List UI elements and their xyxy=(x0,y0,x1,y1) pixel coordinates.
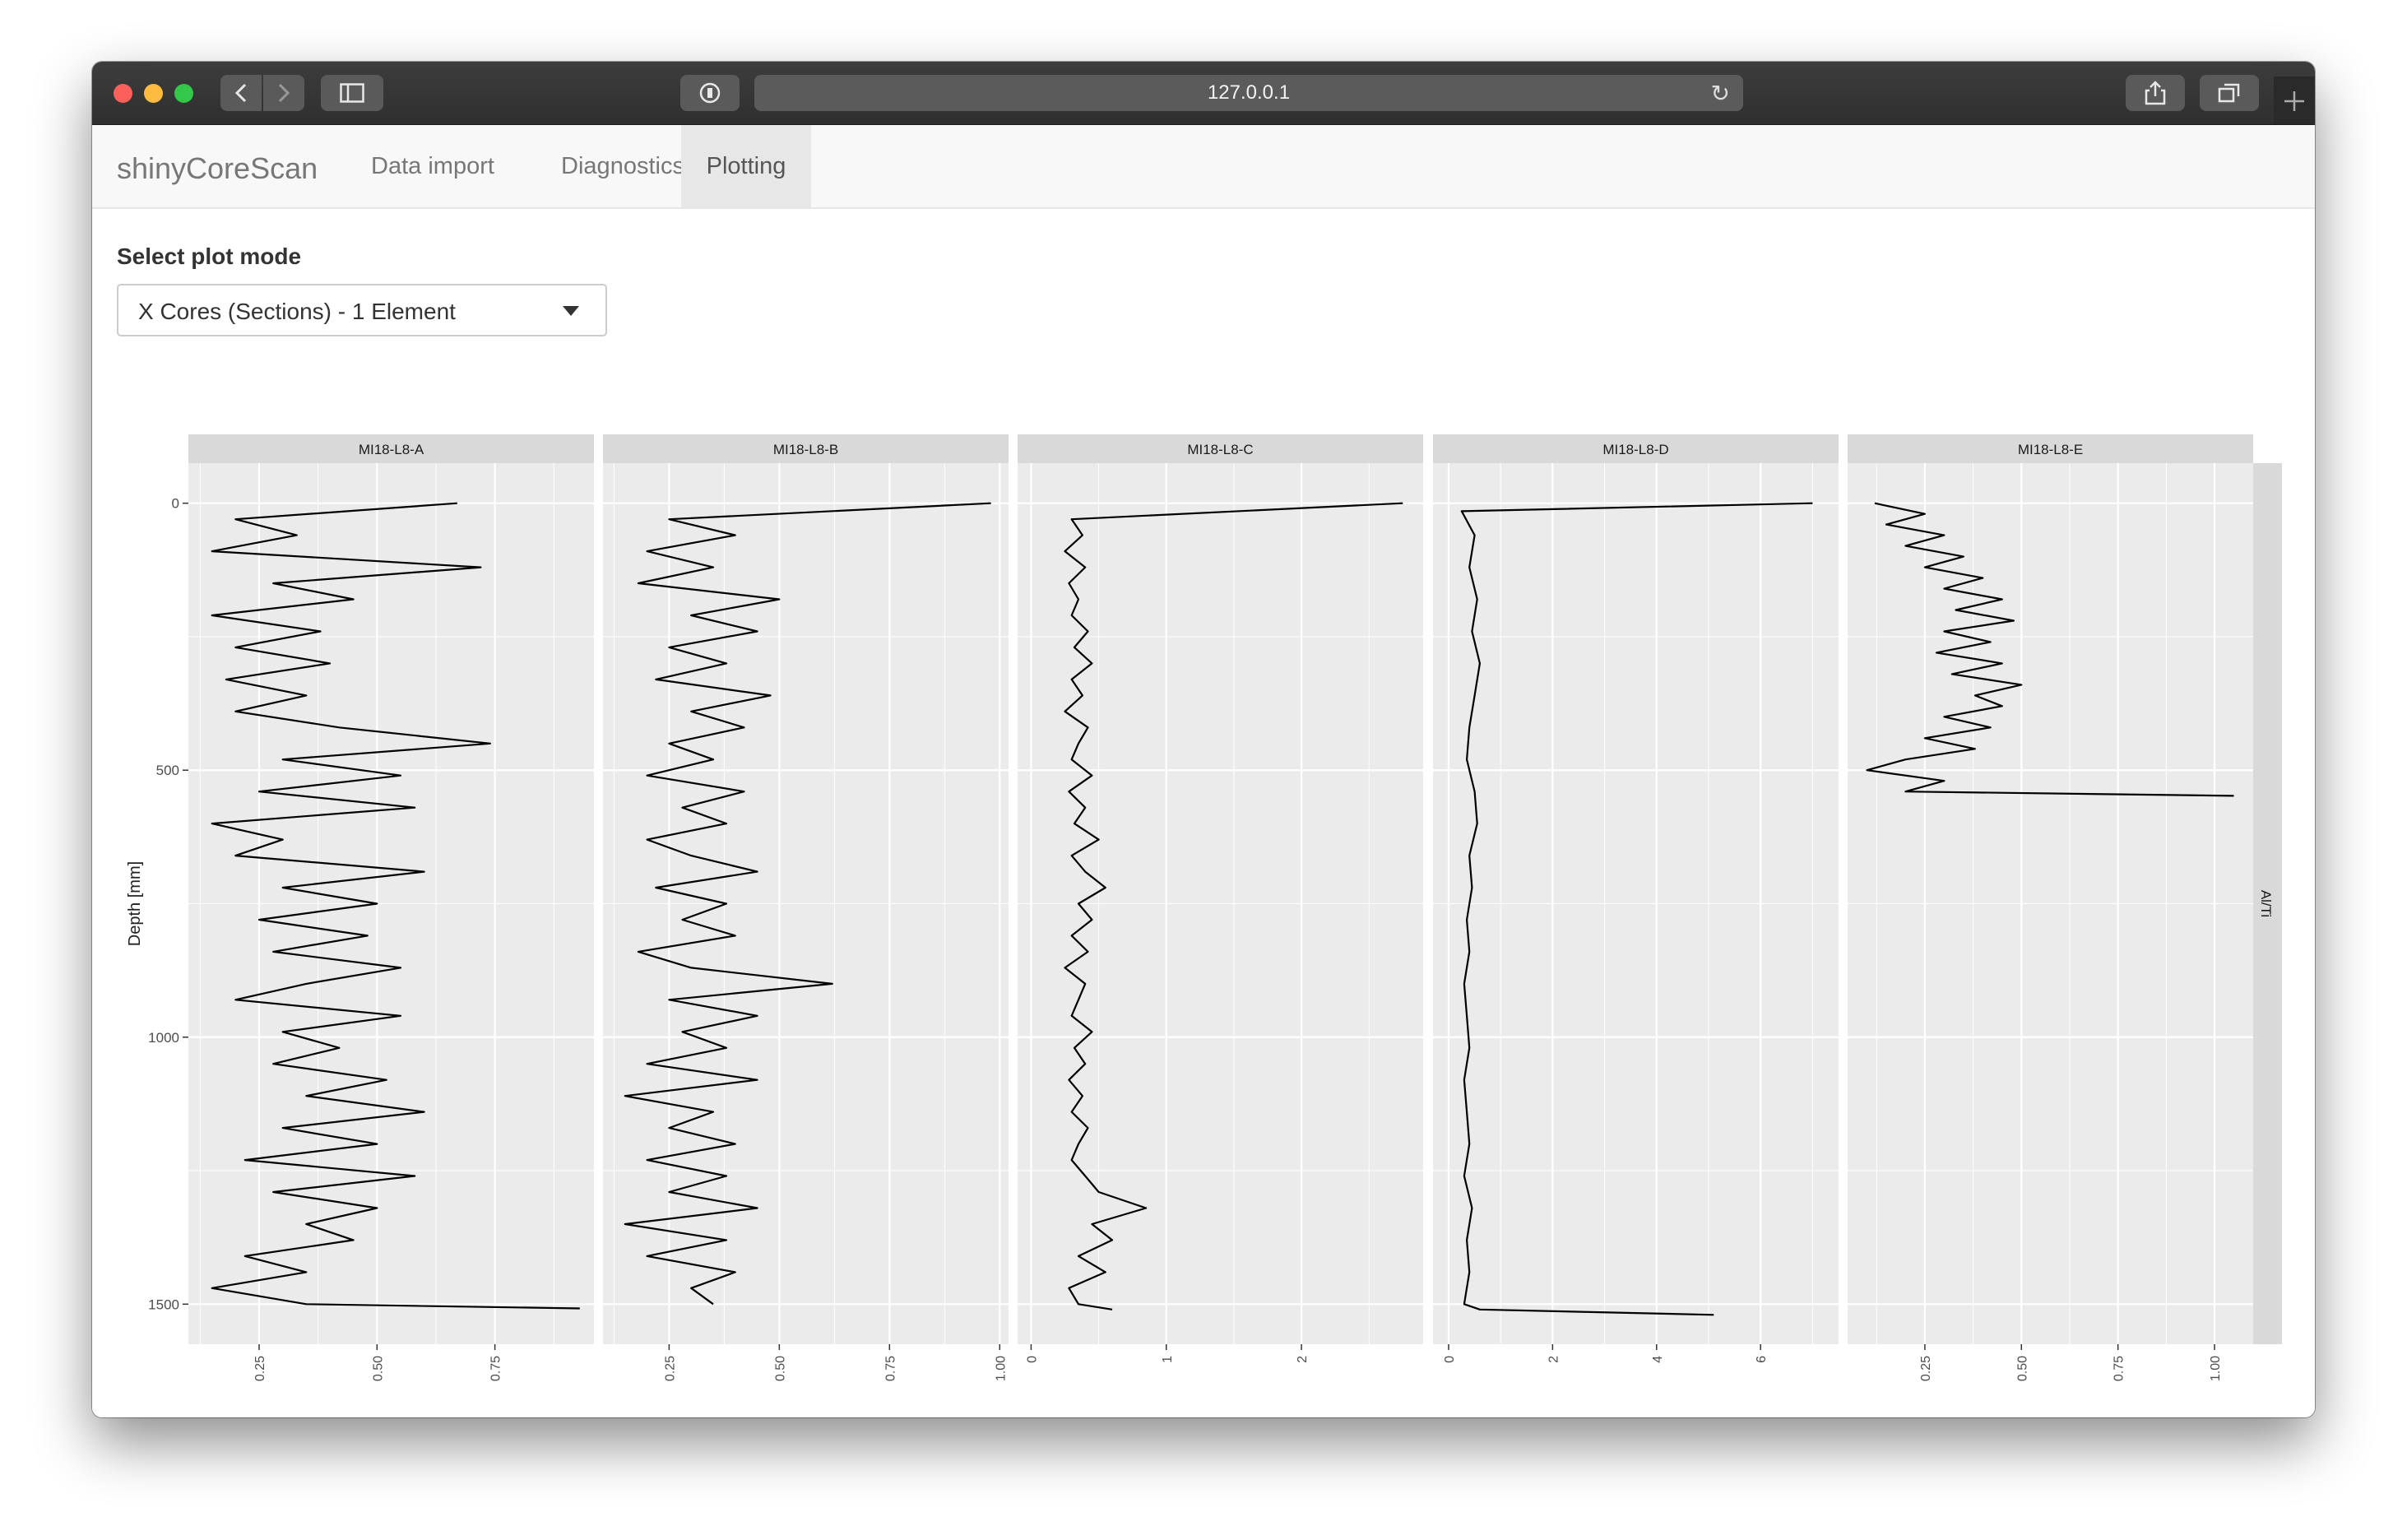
tab-plotting[interactable]: Plotting xyxy=(681,125,811,207)
series-line xyxy=(1460,502,1813,1316)
core-scan-plot: Depth [mm] 0 500 1000 1500 MI18-L8-A 0.25 0.50 0… xyxy=(126,434,2282,1381)
x-tick-label: 1.00 xyxy=(2209,1356,2223,1381)
reload-icon[interactable]: ↻ xyxy=(1710,81,1730,106)
facet-strip xyxy=(1848,434,2253,463)
facet-strip-label: MI18-L8-D xyxy=(1602,442,1668,457)
facet-strip xyxy=(603,434,1009,463)
facet-strip-right-label: Al/Ti xyxy=(2258,890,2274,917)
x-tick-label: 0 xyxy=(1025,1356,1039,1363)
facet-strip-label: MI18-L8-A xyxy=(359,442,424,457)
chevron-down-icon xyxy=(563,306,579,316)
new-tab-icon xyxy=(2284,91,2304,111)
series-line xyxy=(1866,502,2234,797)
x-tick-label: 0.25 xyxy=(1919,1356,1933,1381)
facet-panel: MI18-L8-C 0 1 2 xyxy=(1018,434,1423,1363)
title-bar: 127.0.0.1 ↻ xyxy=(92,62,2315,125)
x-tick-label: 0.75 xyxy=(883,1356,897,1381)
share-icon xyxy=(2145,81,2166,105)
x-tick-label: 6 xyxy=(1755,1356,1769,1363)
browser-window: 127.0.0.1 ↻ shinyCoreScan Data import Di… xyxy=(92,62,2315,1417)
facet-strip xyxy=(188,434,594,463)
x-tick-label: 2 xyxy=(1296,1356,1310,1363)
x-tick-label: 4 xyxy=(1651,1356,1665,1363)
plot-mode-select[interactable]: X Cores (Sections) - 1 Element xyxy=(117,284,607,336)
facet-strip-label: MI18-L8-E xyxy=(2018,442,2083,457)
x-tick-label: 0.75 xyxy=(489,1356,503,1381)
forward-icon xyxy=(278,83,290,103)
plot-mode-label: Select plot mode xyxy=(117,244,302,269)
app-navbar: shinyCoreScan Data import Diagnostics Pl… xyxy=(92,125,2315,209)
forward-button[interactable] xyxy=(263,75,304,111)
privacy-report-button[interactable] xyxy=(680,75,740,111)
new-tab-button[interactable] xyxy=(2274,77,2315,124)
series-line xyxy=(211,502,580,1310)
series-line xyxy=(1064,502,1403,1310)
address-bar[interactable]: 127.0.0.1 ↻ xyxy=(754,75,1743,111)
privacy-icon xyxy=(699,82,721,104)
x-tick-label: 0.75 xyxy=(2113,1356,2126,1381)
sidebar-button[interactable] xyxy=(321,75,383,111)
url-text: 127.0.0.1 xyxy=(1207,81,1291,104)
back-button[interactable] xyxy=(220,75,262,111)
y-tick-label: 0 xyxy=(172,496,179,512)
share-button[interactable] xyxy=(2126,75,2185,111)
y-tick-label: 500 xyxy=(156,763,179,778)
x-tick-label: 1 xyxy=(1161,1356,1175,1363)
x-tick-label: 0.50 xyxy=(773,1356,787,1381)
series-line xyxy=(624,502,991,1306)
tab-data-import[interactable]: Data import xyxy=(371,153,494,179)
y-tick-label: 1000 xyxy=(148,1030,179,1046)
close-window-button[interactable] xyxy=(114,84,132,103)
y-tick-label: 1500 xyxy=(148,1296,179,1312)
x-tick-label: 1.00 xyxy=(994,1356,1008,1381)
facet-panel: MI18-L8-A 0.25 0.50 0.75 xyxy=(188,434,594,1381)
back-icon xyxy=(234,83,247,103)
sidebar-icon xyxy=(340,83,364,103)
zoom-window-button[interactable] xyxy=(174,84,193,103)
facet-strip xyxy=(1018,434,1423,463)
minimize-window-button[interactable] xyxy=(144,84,163,103)
facet-panel: MI18-L8-E 0.25 0.50 0.75 1.00 xyxy=(1848,434,2253,1381)
page-content: shinyCoreScan Data import Diagnostics Pl… xyxy=(92,125,2315,1417)
facet-panel: MI18-L8-D 0 2 4 6 xyxy=(1433,434,1839,1363)
x-tick-label: 2 xyxy=(1547,1356,1561,1363)
tab-diagnostics[interactable]: Diagnostics xyxy=(561,153,684,179)
x-tick-label: 0.25 xyxy=(663,1356,677,1381)
tab-overview-button[interactable] xyxy=(2200,75,2259,111)
plot-mode-value: X Cores (Sections) - 1 Element xyxy=(138,299,456,324)
x-tick-label: 0.50 xyxy=(371,1356,385,1381)
tabs-icon xyxy=(2218,83,2240,103)
x-tick-label: 0.25 xyxy=(253,1356,267,1381)
facet-strip-right xyxy=(2253,463,2282,1344)
facet-panel: MI18-L8-B 0.25 0.50 0.75 1.00 xyxy=(603,434,1009,1381)
x-tick-label: 0.50 xyxy=(2015,1356,2029,1381)
x-tick-label: 0 xyxy=(1443,1356,1457,1363)
facet-strip-label: MI18-L8-C xyxy=(1187,442,1253,457)
facet-strip-label: MI18-L8-B xyxy=(773,442,838,457)
app-brand[interactable]: shinyCoreScan xyxy=(117,151,318,185)
y-axis-title: Depth [mm] xyxy=(126,861,144,946)
facet-strip xyxy=(1433,434,1839,463)
